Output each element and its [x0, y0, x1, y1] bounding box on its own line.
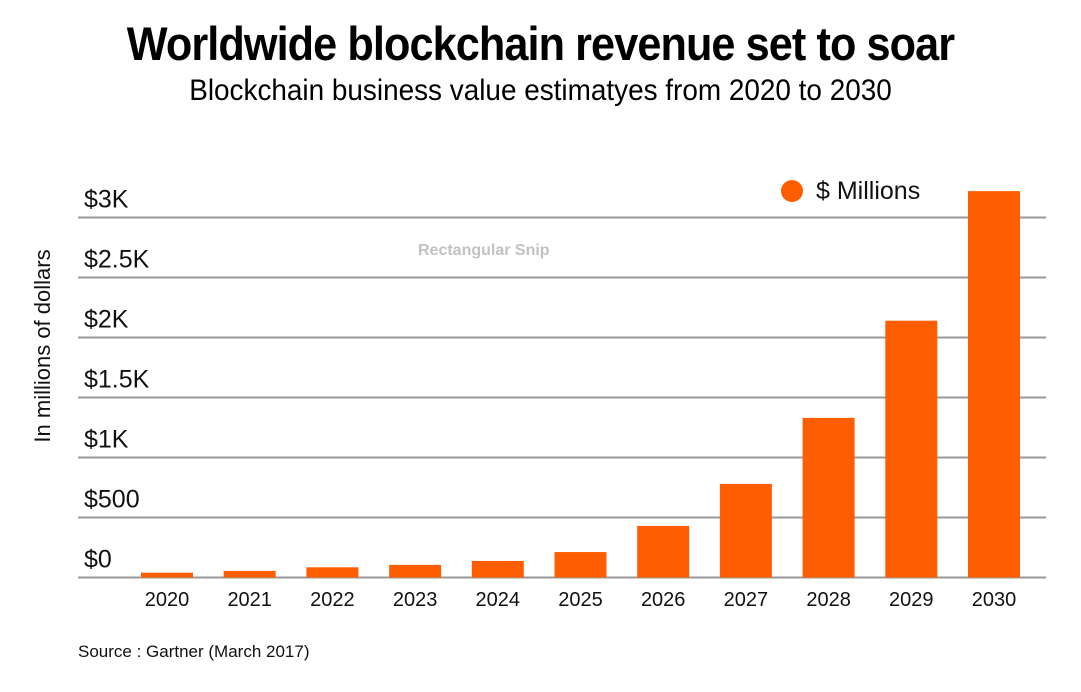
chart-title: Worldwide blockchain revenue set to soar	[126, 17, 955, 70]
legend: $ Millions	[781, 177, 920, 205]
x-tick-label: 2028	[806, 589, 851, 611]
x-tick-label: 2023	[393, 589, 438, 611]
y-tick-label: $1.5K	[84, 366, 150, 394]
bar-2027	[719, 483, 772, 578]
x-tick-label: 2030	[972, 589, 1017, 611]
x-tick-label: 2029	[889, 589, 934, 611]
x-tick-label: 2025	[558, 589, 603, 611]
bars	[141, 191, 1020, 578]
bar-2025	[554, 552, 607, 578]
bar-2022	[306, 567, 359, 578]
x-tick-label: 2024	[476, 589, 521, 611]
y-tick-label: $500	[84, 486, 140, 514]
x-tick-label: 2027	[724, 589, 769, 611]
bar-2021	[223, 570, 276, 578]
bar-2026	[637, 525, 690, 578]
bar-2028	[802, 417, 855, 578]
y-tick-label: $0	[84, 546, 112, 574]
source-note: Source : Gartner (March 2017)	[78, 642, 310, 661]
bar-2024	[471, 560, 524, 578]
y-tick-label: $1K	[84, 426, 129, 454]
y-tick-label: $2.5K	[84, 246, 150, 274]
legend-marker	[781, 180, 803, 202]
y-axis-label: In millions of dollars	[30, 249, 55, 442]
y-axis-ticks: $0 $500 $1K $1.5K $2K $2.5K $3K	[84, 186, 150, 574]
legend-label: $ Millions	[816, 177, 920, 205]
x-tick-label: 2026	[641, 589, 686, 611]
y-tick-label: $3K	[84, 186, 129, 214]
bar-2023	[389, 564, 442, 578]
bar-2030	[968, 191, 1020, 578]
x-tick-label: 2020	[145, 589, 190, 611]
bar-2020	[141, 572, 193, 578]
bar-2029	[885, 320, 938, 578]
y-tick-label: $2K	[84, 306, 129, 334]
x-tick-label: 2021	[227, 589, 272, 611]
chart-subtitle: Blockchain business value estimatyes fro…	[189, 74, 892, 107]
x-tick-label: 2022	[310, 589, 355, 611]
watermark-text: Rectangular Snip	[418, 242, 550, 259]
x-axis-ticks: 2020 2021 2022 2023 2024 2025 2026 2027 2028 2029…	[145, 589, 1017, 611]
